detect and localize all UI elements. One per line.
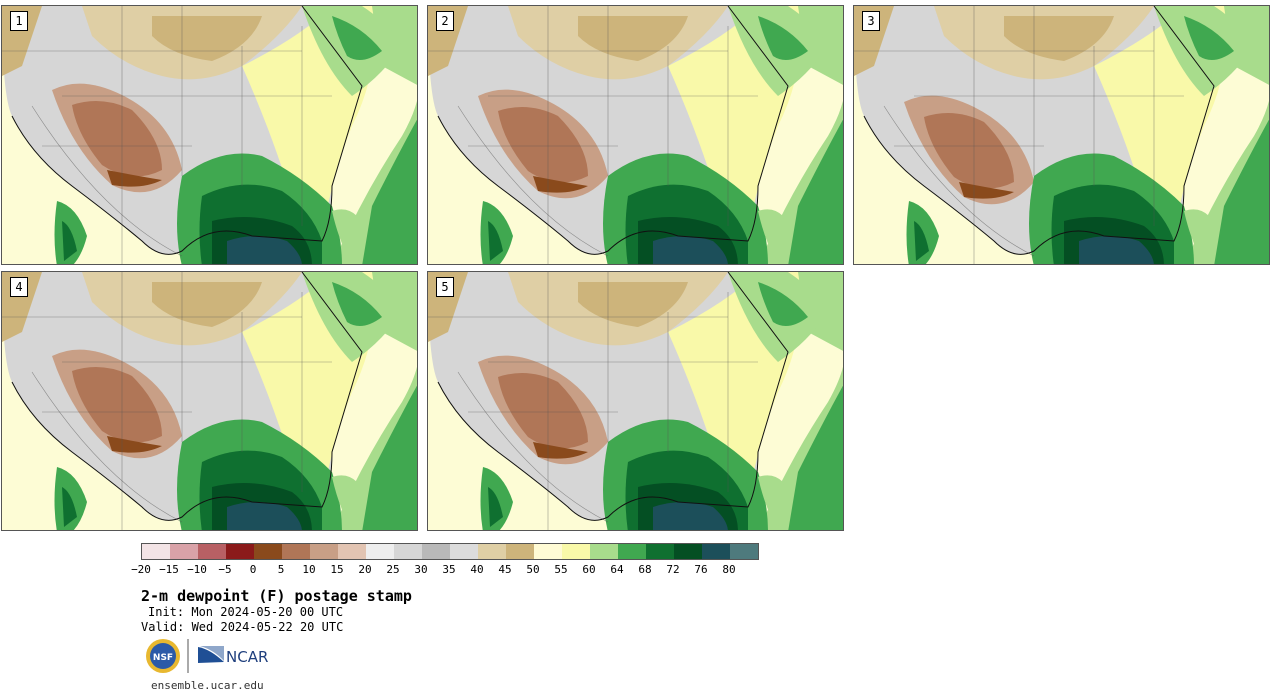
colorbar-tick-label: 50 xyxy=(526,563,540,576)
map-panel-2[interactable]: 2 xyxy=(427,5,844,265)
panel-number-label: 2 xyxy=(436,11,454,31)
colorbar-swatch xyxy=(562,544,590,559)
nsf-logo-icon: NSF xyxy=(146,639,180,673)
valid-time: Valid: Wed 2024-05-22 20 UTC xyxy=(141,620,344,634)
colorbar-swatch xyxy=(366,544,394,559)
colorbar-swatch xyxy=(506,544,534,559)
dewpoint-map xyxy=(428,272,843,530)
colorbar-swatch xyxy=(198,544,226,559)
colorbar-tick-label: 72 xyxy=(666,563,680,576)
colorbar-tick-label: 20 xyxy=(358,563,372,576)
colorbar-tick-label: 55 xyxy=(554,563,568,576)
dewpoint-map xyxy=(2,272,417,530)
colorbar-swatch xyxy=(730,544,758,559)
map-panel-3[interactable]: 3 xyxy=(853,5,1270,265)
panel-number-label: 4 xyxy=(10,277,28,297)
site-url: ensemble.ucar.edu xyxy=(151,679,264,692)
panel-number-label: 3 xyxy=(862,11,880,31)
colorbar-swatch xyxy=(422,544,450,559)
colorbar-tick-label: 30 xyxy=(414,563,428,576)
init-time: Init: Mon 2024-05-20 00 UTC xyxy=(148,605,344,619)
colorbar-tick-label: 15 xyxy=(330,563,344,576)
map-panel-4[interactable]: 4 xyxy=(1,271,418,531)
colorbar-swatch xyxy=(142,544,170,559)
colorbar-tick-label: 45 xyxy=(498,563,512,576)
colorbar-tick-label: −5 xyxy=(218,563,232,576)
colorbar-swatch xyxy=(702,544,730,559)
colorbar-swatch xyxy=(618,544,646,559)
dewpoint-map xyxy=(2,6,417,264)
colorbar-tick-label: 80 xyxy=(722,563,736,576)
colorbar-tick-label: 64 xyxy=(610,563,624,576)
panel-number-label: 5 xyxy=(436,277,454,297)
colorbar-tick-label: 25 xyxy=(386,563,400,576)
colorbar-swatch xyxy=(338,544,366,559)
colorbar-swatch xyxy=(478,544,506,559)
colorbar-tick-label: 60 xyxy=(582,563,596,576)
colorbar-tick-label: 40 xyxy=(470,563,484,576)
panel-number-label: 1 xyxy=(10,11,28,31)
colorbar-swatch xyxy=(674,544,702,559)
colorbar-swatch xyxy=(282,544,310,559)
colorbar-tick-label: 10 xyxy=(302,563,316,576)
colorbar xyxy=(141,543,759,560)
dewpoint-map xyxy=(428,6,843,264)
colorbar-swatch xyxy=(310,544,338,559)
colorbar-swatch xyxy=(170,544,198,559)
colorbar-tick-label: 76 xyxy=(694,563,708,576)
map-panel-5[interactable]: 5 xyxy=(427,271,844,531)
colorbar-tick-label: −10 xyxy=(187,563,207,576)
chart-title: 2-m dewpoint (F) postage stamp xyxy=(141,587,412,605)
ncar-logo-icon: NCAR xyxy=(198,646,268,666)
colorbar-tick-label: 5 xyxy=(277,563,285,576)
colorbar-tick-label: 0 xyxy=(249,563,257,576)
dewpoint-map xyxy=(854,6,1269,264)
colorbar-tick-labels: −20 −15 −10 −5 0 5 10 15 20 25 30 35 40 45 50 55 60 64 68 7… xyxy=(131,563,781,577)
colorbar-swatch xyxy=(226,544,254,559)
colorbar-swatch xyxy=(534,544,562,559)
colorbar-swatch xyxy=(646,544,674,559)
map-panel-1[interactable]: 1 xyxy=(1,5,418,265)
logos: NSF NCAR xyxy=(146,639,268,673)
colorbar-tick-label: −15 xyxy=(159,563,179,576)
colorbar-swatch xyxy=(394,544,422,559)
colorbar-tick-label: −20 xyxy=(131,563,151,576)
colorbar-swatch xyxy=(450,544,478,559)
nsf-logo-text: NSF xyxy=(153,653,173,663)
colorbar-swatch xyxy=(590,544,618,559)
ncar-logo-text: NCAR xyxy=(226,648,268,666)
colorbar-tick-label: 35 xyxy=(442,563,456,576)
colorbar-swatch xyxy=(254,544,282,559)
colorbar-tick-label: 68 xyxy=(638,563,652,576)
